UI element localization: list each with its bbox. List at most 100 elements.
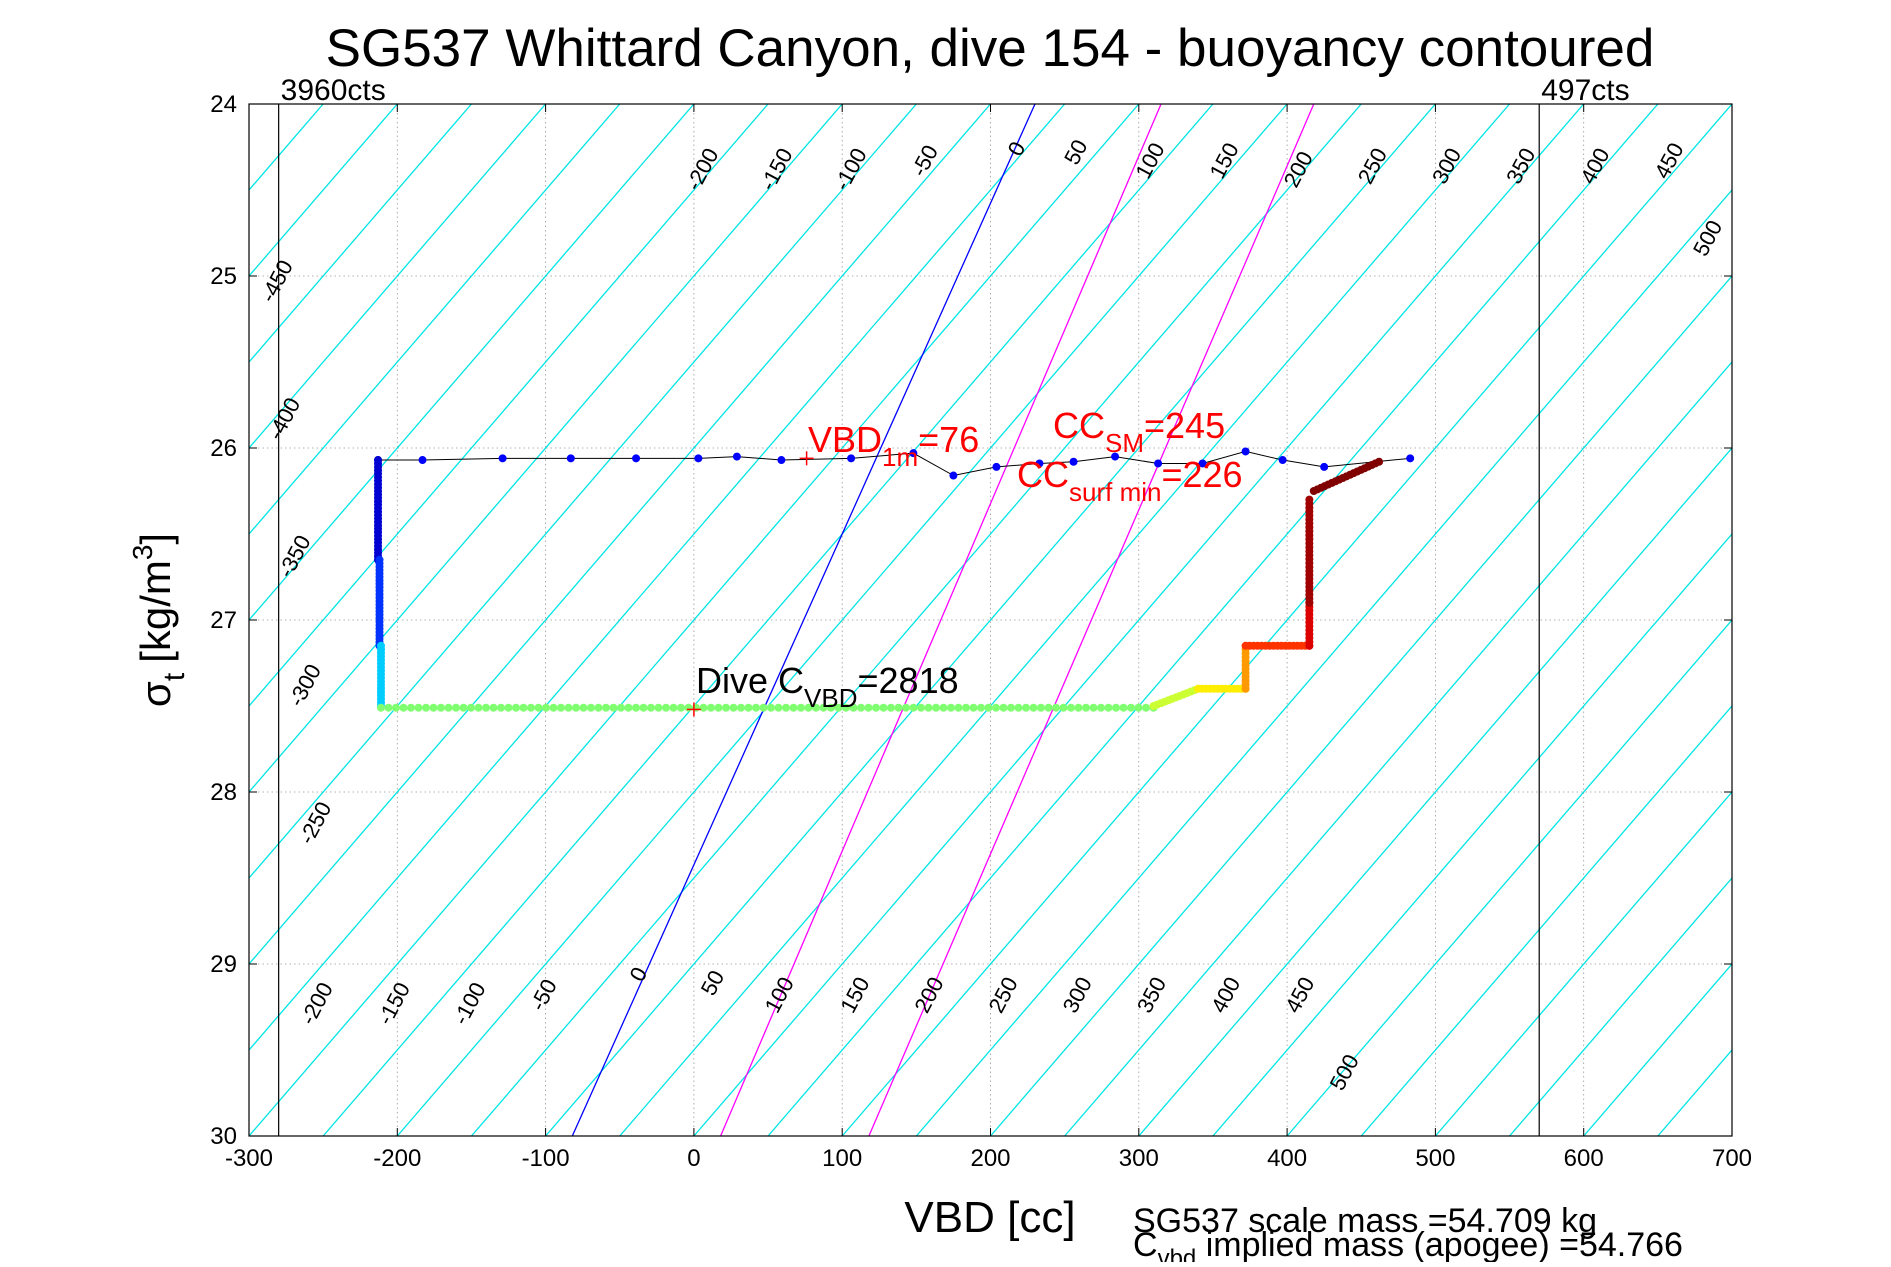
data-point [421, 703, 430, 712]
contour-label-top: 150 [1204, 139, 1243, 183]
data-point [736, 703, 745, 712]
data-point [774, 703, 783, 712]
cc-sm-main: CC [1053, 405, 1105, 446]
contour-label-bottom: 150 [835, 973, 874, 1017]
data-point [399, 703, 408, 712]
contour-line [249, 104, 917, 879]
data-point [886, 703, 895, 712]
contour-line [619, 104, 1511, 1136]
contour-line [1583, 963, 1732, 1136]
contour-line [249, 104, 1140, 1136]
data-point [1029, 703, 1038, 712]
x-tick-label: 400 [1267, 1145, 1307, 1172]
data-point [504, 703, 513, 712]
contour-label-bottom: 500 [1325, 1050, 1364, 1094]
contour-label-bottom: 450 [1280, 973, 1319, 1017]
data-point [991, 703, 1000, 712]
cc-surf-min-sub: surf min [1069, 477, 1161, 507]
footer-cvbd-sub: vbd [1158, 1245, 1197, 1262]
data-point [1069, 457, 1078, 466]
contour-line [249, 104, 695, 621]
contour-label-left: -250 [294, 798, 337, 849]
data-point [566, 454, 575, 463]
data-point [526, 703, 535, 712]
buoyancy-contours [0, 104, 1891, 1136]
data-point [864, 703, 873, 712]
y-axis-label-sub: t [158, 672, 191, 681]
contour-line [990, 275, 1732, 1136]
data-point [571, 703, 580, 712]
data-point [1089, 703, 1098, 712]
contour-line [0, 104, 101, 1136]
contour-line [322, 104, 1214, 1136]
data-point [669, 703, 678, 712]
x-tick-label: 700 [1712, 1145, 1752, 1172]
data-point [916, 703, 925, 712]
data-point [489, 703, 498, 712]
data-point [511, 703, 520, 712]
cc-sm-sub: SM [1105, 428, 1144, 458]
y-tick-label: 29 [210, 951, 237, 978]
vbd-1m-tail: =76 [918, 419, 979, 460]
data-point [1126, 703, 1135, 712]
data-point [451, 703, 460, 712]
dive-cvbd-main: Dive C [696, 660, 804, 701]
vbd-1m-annotation: VBD1m=76 [808, 419, 979, 472]
data-point [631, 703, 640, 712]
contour-line [249, 104, 547, 449]
data-point [624, 703, 633, 712]
data-point [819, 703, 828, 712]
data-point [804, 703, 813, 712]
contour-line [1212, 533, 1732, 1136]
data-point [796, 703, 805, 712]
x-axis-label: VBD [cc] [904, 1193, 1075, 1242]
data-point [954, 703, 963, 712]
data-point [1014, 703, 1023, 712]
data-point [849, 703, 858, 712]
data-point [436, 703, 445, 712]
data-point [414, 703, 423, 712]
data-point [616, 703, 625, 712]
y-axis-label-main: σ [132, 681, 179, 707]
annotations: Dive CVBD=2818 VBD1m=76 CCSM=245 CCsurf … [696, 405, 1243, 713]
data-point [1134, 703, 1143, 712]
contour-line [470, 104, 1362, 1136]
vbd-limit-label: 497cts [1541, 74, 1629, 107]
data-point [909, 703, 918, 712]
data-point [714, 703, 723, 712]
data-point [1074, 703, 1083, 712]
contour-label-bottom: -100 [448, 978, 491, 1029]
chart-title: SG537 Whittard Canyon, dive 154 - buoyan… [326, 19, 1655, 78]
data-point [1021, 703, 1030, 712]
contour-label-bottom: 350 [1132, 973, 1171, 1017]
data-point [1406, 454, 1415, 463]
contour-label-bottom: -200 [295, 978, 338, 1029]
data-point [732, 452, 741, 461]
data-point [444, 703, 453, 712]
contour-label-top: 350 [1501, 144, 1540, 188]
data-point [976, 703, 985, 712]
data-point [706, 703, 715, 712]
data-point [751, 703, 760, 712]
data-point [729, 703, 738, 712]
data-point [1119, 703, 1128, 712]
data-point [909, 449, 918, 458]
footer-cvbd-main: C [1133, 1226, 1158, 1262]
data-point [1044, 703, 1053, 712]
data-point [1096, 703, 1105, 712]
data-point [901, 703, 910, 712]
data-point [879, 703, 888, 712]
data-point [999, 703, 1008, 712]
contour-line [1286, 619, 1732, 1136]
data-point [586, 703, 595, 712]
contour-label-top: -200 [681, 144, 724, 195]
dive-cvbd-sub: VBD [804, 683, 857, 713]
cc-surf-min-tail: =226 [1161, 454, 1242, 495]
contour-line [1880, 104, 1891, 1136]
contour-label-left: -450 [255, 256, 298, 307]
y-tick-label: 26 [210, 435, 237, 462]
contour-label-bottom: 200 [909, 973, 948, 1017]
contour-label-top: 100 [1130, 139, 1169, 183]
